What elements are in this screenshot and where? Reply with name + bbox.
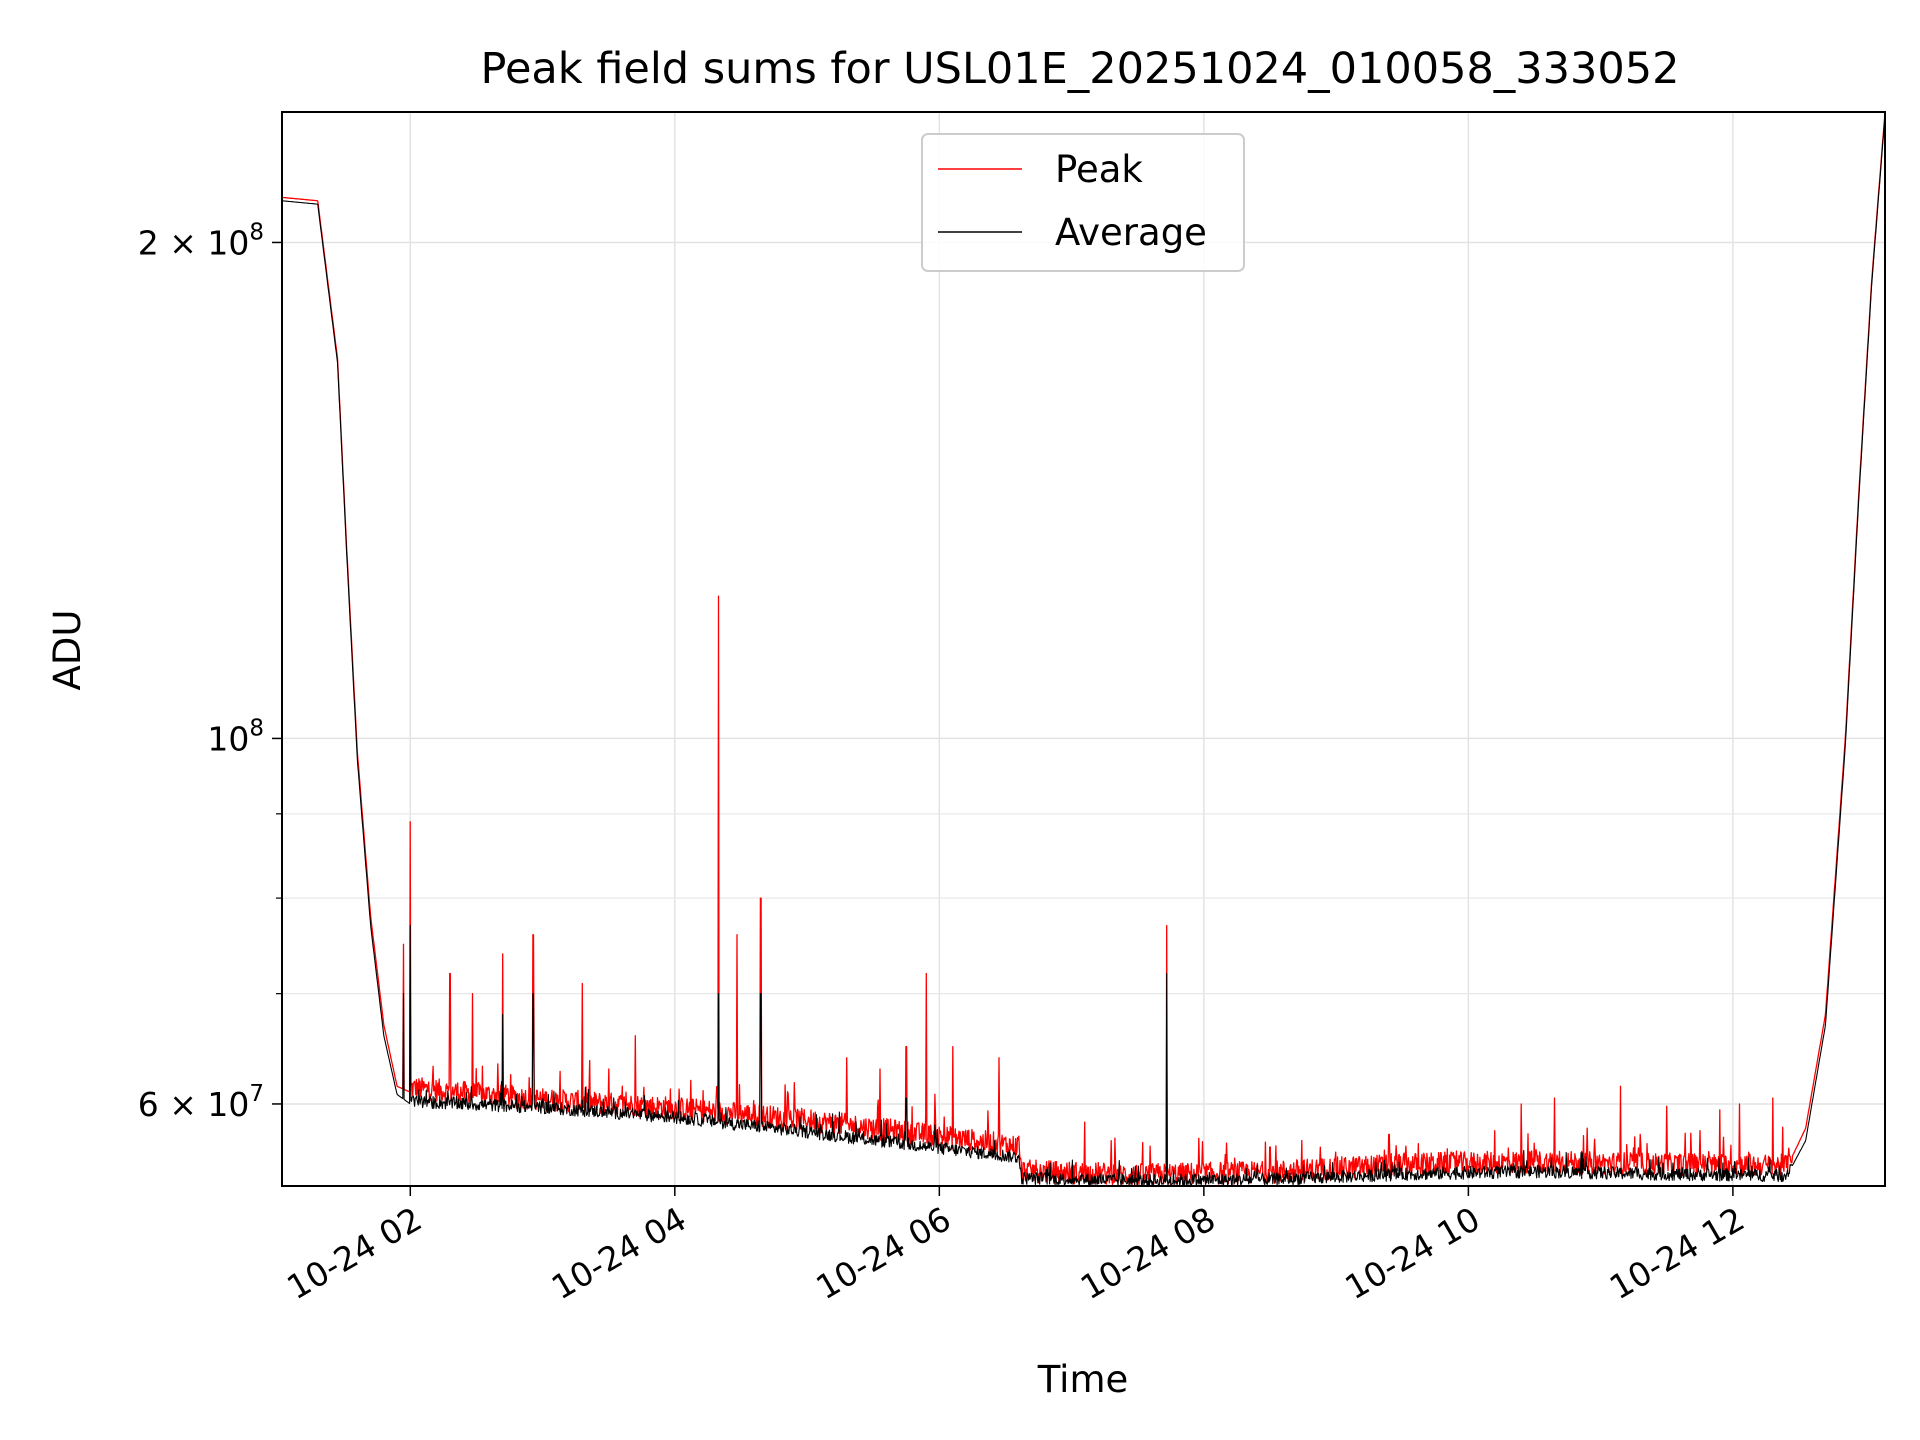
x-tick-label: 10-24 08 [1074, 1199, 1222, 1307]
x-axis-label: Time [1037, 1358, 1129, 1401]
series-line-average [282, 114, 1885, 1186]
x-tick-label: 10-24 02 [280, 1199, 428, 1307]
chart-title: Peak field sums for USL01E_20251024_0100… [481, 44, 1680, 94]
legend-average-label: Average [1055, 211, 1207, 254]
x-tick-label: 10-24 06 [809, 1199, 957, 1307]
y-tick-label: 2 × 108 [138, 219, 264, 262]
y-axis-label: ADU [46, 610, 89, 691]
x-tick-label: 10-24 12 [1603, 1199, 1751, 1307]
y-tick-label: 6 × 107 [138, 1081, 264, 1124]
x-tick-label: 10-24 04 [545, 1199, 693, 1307]
y-tick-label: 108 [207, 715, 264, 758]
x-tick-label: 10-24 10 [1338, 1199, 1486, 1307]
legend: Peak Average [921, 133, 1245, 272]
legend-peak-label: Peak [1055, 148, 1143, 191]
plot-frame [281, 111, 1886, 1187]
grid-lines [282, 112, 1885, 1186]
series-line-peak [282, 112, 1885, 1186]
plot-area [282, 112, 1885, 1186]
